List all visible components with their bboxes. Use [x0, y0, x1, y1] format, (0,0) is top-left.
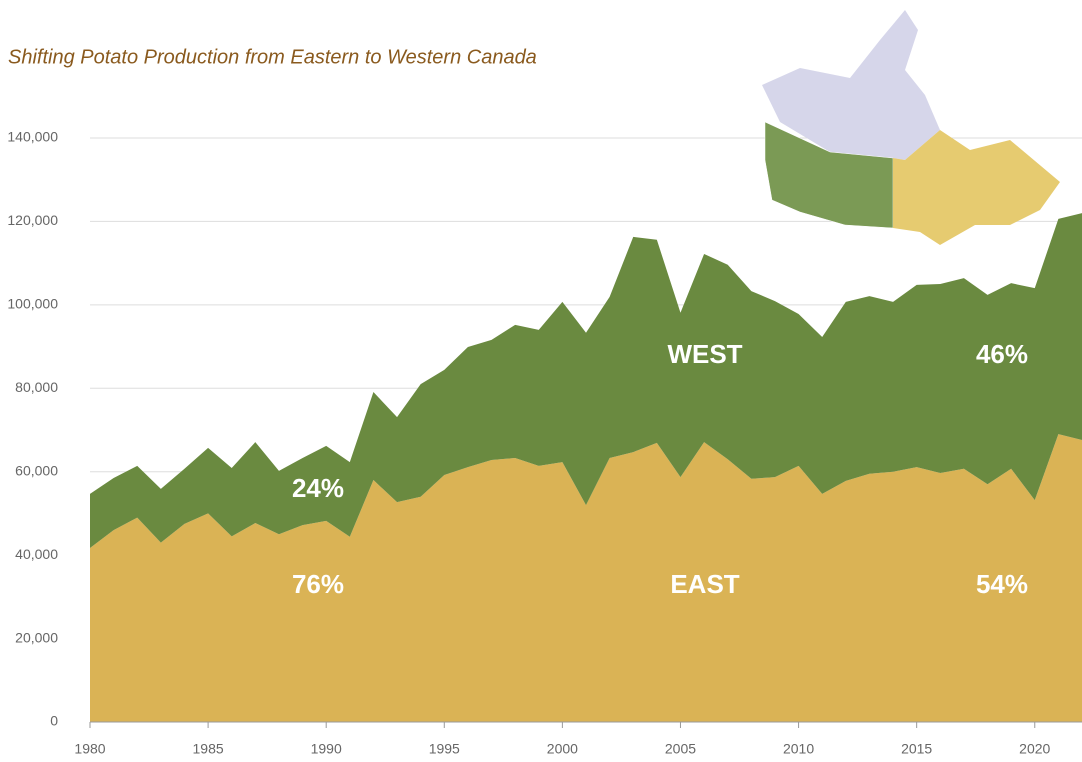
x-tick-label: 2010 [783, 741, 814, 757]
x-tick-label: 2005 [665, 741, 696, 757]
plot-area: 0 20,000 40,000 60,000 80,000 100,000 120,000 1… [7, 129, 1082, 757]
y-tick-label: 40,000 [15, 546, 58, 562]
x-tick-label: 2000 [547, 741, 578, 757]
y-tick-label: 80,000 [15, 379, 58, 395]
annotation: 24% [292, 473, 344, 503]
chart-title: Shifting Potato Production from Eastern … [8, 46, 537, 68]
area [90, 213, 1082, 549]
map-west [764, 121, 894, 229]
y-tick-label: 60,000 [15, 462, 58, 478]
y-tick-label: 140,000 [7, 129, 58, 145]
y-tick-label: 20,000 [15, 629, 58, 645]
y-tick-label: 120,000 [7, 212, 58, 228]
area [90, 434, 1082, 722]
y-tick-label: 0 [50, 713, 58, 729]
x-tick-label: 2015 [901, 741, 932, 757]
x-tick-label: 1995 [429, 741, 460, 757]
map-north [762, 10, 940, 160]
x-tick-label: 1980 [74, 741, 105, 757]
map-east [893, 130, 1060, 245]
x-tick-label: 1985 [193, 741, 224, 757]
canada-map [762, 10, 1060, 245]
x-tick-label: 1990 [311, 741, 342, 757]
x-tick-label: 2020 [1019, 741, 1050, 757]
series-label: EAST [670, 569, 739, 599]
series-label: WEST [667, 339, 742, 369]
annotation: 76% [292, 569, 344, 599]
annotation: 46% [976, 339, 1028, 369]
annotation: 54% [976, 569, 1028, 599]
y-tick-label: 100,000 [7, 296, 58, 312]
